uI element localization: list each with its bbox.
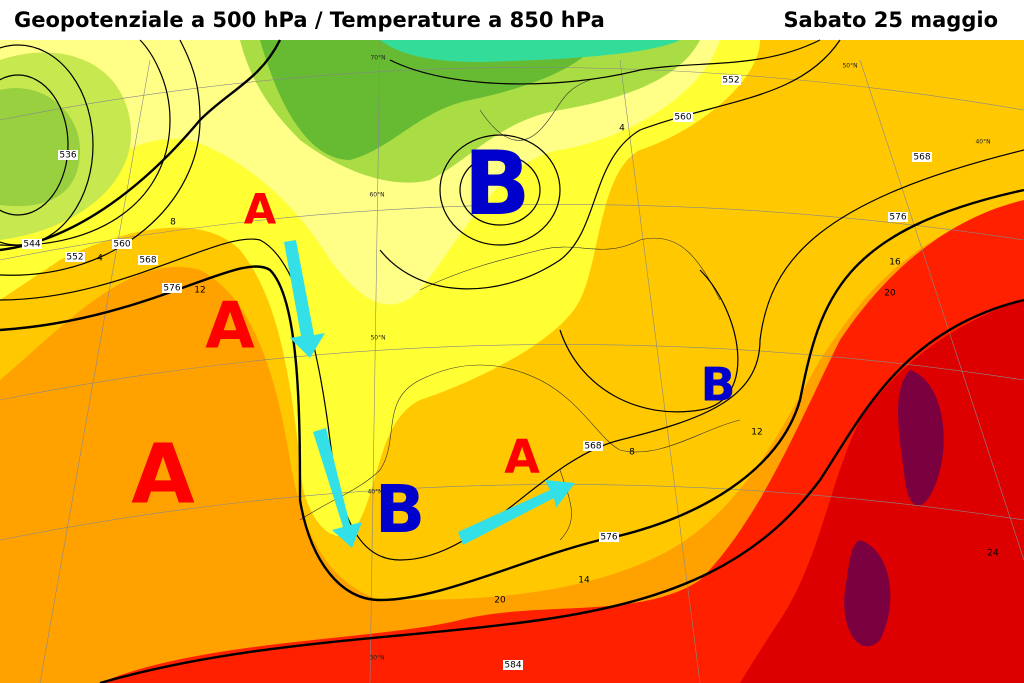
geopotential-label-box <box>599 532 619 542</box>
geopotential-label: 536 <box>59 151 76 161</box>
geopotential-label-box <box>673 112 693 122</box>
geopotential-label-box <box>503 660 523 670</box>
pressure-center: A <box>131 427 195 522</box>
pressure-center: A <box>205 290 255 364</box>
temperature-label: 12 <box>751 428 762 438</box>
pressure-center: A <box>244 185 277 234</box>
geopotential-label: 560 <box>113 240 130 250</box>
geopotential-label-box <box>912 152 932 162</box>
temperature-label: 12 <box>194 286 205 296</box>
pressure-center: B <box>375 471 425 548</box>
pressure-center: A <box>504 430 540 484</box>
geopotential-label-box <box>58 150 78 160</box>
geopotential-label: 568 <box>584 442 601 452</box>
latitude-label: 70°N <box>370 55 385 62</box>
arrows <box>284 240 575 548</box>
latitude-label: 60°N <box>369 192 384 199</box>
temperature-label: 8 <box>629 448 635 458</box>
geopotential-label-box <box>65 252 85 262</box>
geopotential-label-box <box>138 255 158 265</box>
header-bar <box>0 0 1024 40</box>
temperature-label: 14 <box>578 576 590 586</box>
temperature-label: 24 <box>987 549 999 559</box>
temperature-label: 20 <box>494 596 506 606</box>
graticule <box>0 39 1024 683</box>
geopotential-label: 576 <box>163 284 180 294</box>
geopotential-label: 560 <box>674 113 691 123</box>
pressure-center: B <box>700 358 735 412</box>
temperature-label: 4 <box>97 254 103 264</box>
temperature-label: 16 <box>889 258 901 268</box>
map-date: Sabato 25 maggio <box>783 8 998 32</box>
geopotential-contours <box>0 39 1024 683</box>
geopotential-label: 576 <box>600 533 617 543</box>
temperature-field <box>0 40 1024 683</box>
geopotential-label: 576 <box>889 213 906 223</box>
latitude-label: 30°N <box>369 655 384 662</box>
geopotential-label: 552 <box>66 253 83 263</box>
geopotential-label: 584 <box>504 661 521 671</box>
geopotential-label: 568 <box>139 256 156 266</box>
geopotential-label-box <box>22 239 42 249</box>
geopotential-label-box <box>112 239 132 249</box>
geopotential-label-box <box>888 212 908 222</box>
geopotential-label: 544 <box>23 240 40 250</box>
latitude-label: 50°N <box>842 63 857 70</box>
coastlines <box>299 79 741 541</box>
geopotential-label-box <box>162 283 182 293</box>
geopotential-label: 552 <box>722 76 739 86</box>
temperature-label: 8 <box>170 218 176 228</box>
geopotential-label: 568 <box>913 153 930 163</box>
latitude-label: 50°N <box>370 335 385 342</box>
latitude-label: 40°N <box>975 139 990 146</box>
geopotential-label-box <box>721 75 741 85</box>
temperature-label: 4 <box>619 124 625 134</box>
map-title: Geopotenziale a 500 hPa / Temperature a … <box>14 8 605 32</box>
temperature-label: 20 <box>884 289 896 299</box>
pressure-center: B <box>463 132 530 235</box>
geopotential-label-box <box>583 441 603 451</box>
latitude-label: 40°N <box>367 489 382 496</box>
